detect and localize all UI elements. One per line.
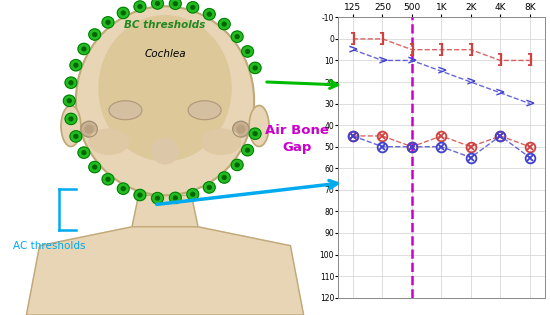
Circle shape <box>204 182 215 193</box>
Circle shape <box>65 113 77 124</box>
Text: ]: ] <box>409 43 415 57</box>
Circle shape <box>81 121 97 137</box>
Circle shape <box>82 151 86 155</box>
Circle shape <box>253 132 257 135</box>
Circle shape <box>82 47 86 51</box>
Circle shape <box>207 12 211 16</box>
Circle shape <box>89 29 101 40</box>
Text: >: > <box>436 65 447 78</box>
Circle shape <box>253 66 257 70</box>
Text: ]: ] <box>379 32 386 46</box>
Circle shape <box>218 19 230 30</box>
Circle shape <box>235 163 239 167</box>
Circle shape <box>134 189 146 201</box>
Circle shape <box>173 2 177 6</box>
Text: ]: ] <box>438 43 444 57</box>
Ellipse shape <box>76 6 254 195</box>
Circle shape <box>156 2 159 5</box>
Ellipse shape <box>152 139 178 164</box>
Circle shape <box>246 49 250 53</box>
Circle shape <box>93 33 97 37</box>
Circle shape <box>121 187 125 191</box>
Circle shape <box>78 43 90 54</box>
Circle shape <box>187 189 199 200</box>
Text: Air Bone
Gap: Air Bone Gap <box>265 123 329 154</box>
Text: >: > <box>525 97 535 110</box>
Text: ]: ] <box>350 32 356 46</box>
Circle shape <box>204 9 215 20</box>
Text: ]: ] <box>468 43 474 57</box>
Circle shape <box>102 17 114 28</box>
Polygon shape <box>132 195 198 227</box>
Text: ]: ] <box>497 54 503 67</box>
Text: BC thresholds: BC thresholds <box>124 20 206 30</box>
Circle shape <box>222 175 226 179</box>
Circle shape <box>63 95 75 106</box>
Circle shape <box>191 192 195 196</box>
Text: >: > <box>406 54 417 67</box>
Circle shape <box>89 161 101 173</box>
Circle shape <box>249 128 261 139</box>
Circle shape <box>246 148 250 152</box>
Circle shape <box>106 20 110 24</box>
Circle shape <box>69 81 73 85</box>
Circle shape <box>231 31 243 42</box>
Ellipse shape <box>61 106 81 146</box>
Circle shape <box>169 0 182 9</box>
Text: >: > <box>377 54 388 67</box>
Text: Cochlea: Cochlea <box>144 49 186 59</box>
Circle shape <box>70 131 82 142</box>
Circle shape <box>85 125 93 133</box>
Ellipse shape <box>109 101 142 120</box>
Circle shape <box>70 60 82 71</box>
Ellipse shape <box>249 106 269 146</box>
Circle shape <box>218 172 230 183</box>
Circle shape <box>93 165 97 169</box>
Circle shape <box>233 121 249 137</box>
Circle shape <box>152 192 163 204</box>
Text: ]: ] <box>526 54 533 67</box>
Circle shape <box>187 2 199 13</box>
Text: >: > <box>466 76 476 89</box>
Ellipse shape <box>99 16 231 161</box>
Ellipse shape <box>188 101 221 120</box>
Ellipse shape <box>201 129 241 154</box>
Text: AC thresholds: AC thresholds <box>13 241 86 251</box>
Circle shape <box>169 192 182 203</box>
Circle shape <box>156 196 159 200</box>
Circle shape <box>102 174 114 185</box>
Polygon shape <box>26 220 304 315</box>
Circle shape <box>65 77 77 89</box>
Circle shape <box>121 11 125 15</box>
Circle shape <box>249 62 261 74</box>
Circle shape <box>138 5 142 9</box>
Circle shape <box>231 159 243 171</box>
Circle shape <box>78 147 90 158</box>
Circle shape <box>106 177 110 181</box>
Circle shape <box>134 1 146 12</box>
Circle shape <box>222 22 226 26</box>
Circle shape <box>191 5 195 9</box>
Circle shape <box>74 135 78 138</box>
Circle shape <box>67 99 72 103</box>
Circle shape <box>235 35 239 38</box>
Circle shape <box>173 196 177 200</box>
Circle shape <box>207 186 211 189</box>
Circle shape <box>241 46 254 57</box>
Circle shape <box>152 0 163 9</box>
Circle shape <box>74 63 78 67</box>
Ellipse shape <box>89 129 129 154</box>
Circle shape <box>117 183 129 194</box>
Circle shape <box>237 125 245 133</box>
Circle shape <box>241 145 254 156</box>
Circle shape <box>138 193 142 197</box>
Circle shape <box>117 7 129 19</box>
Circle shape <box>69 117 73 121</box>
Text: >: > <box>348 43 358 56</box>
Text: >: > <box>495 86 505 99</box>
